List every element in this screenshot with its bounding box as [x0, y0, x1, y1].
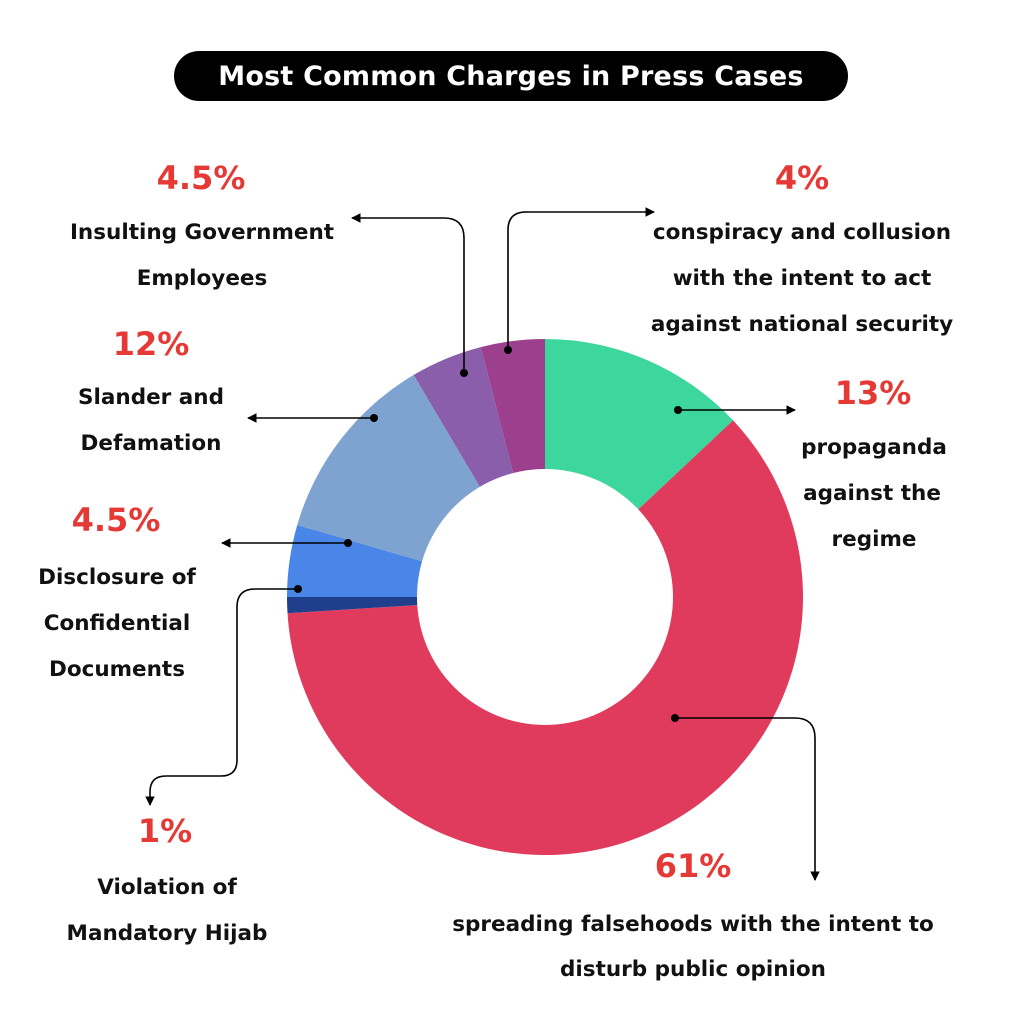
slice-category-label-3-line-1: Confidential	[44, 611, 191, 636]
slice-category-label-1-line-0: spreading falsehoods with the intent to	[452, 912, 934, 937]
slice-category-label-2-line-1: Mandatory Hijab	[67, 921, 268, 946]
slice-category-label-4-line-1: Defamation	[81, 431, 222, 456]
leader-dot-3	[344, 539, 352, 547]
leader-line-1	[675, 717, 820, 881]
leader-dot-0	[674, 406, 682, 414]
slice-value-label-3: 4.5%	[72, 501, 161, 539]
leader-dot-2	[294, 585, 302, 593]
slice-category-label-1-line-1: disturb public opinion	[560, 957, 826, 982]
leader-dot-1	[671, 714, 679, 722]
leader-lines	[145, 207, 820, 881]
slice-category-label-0-line-1: against the	[803, 481, 941, 506]
leader-dot-5	[460, 369, 468, 377]
slice-category-label-5-line-0: Insulting Government	[70, 220, 334, 245]
slice-category-label-0-line-0: propaganda	[801, 435, 947, 460]
slice-value-label-4: 12%	[113, 325, 190, 363]
leader-line-6	[507, 207, 655, 350]
leader-line-5	[351, 213, 465, 373]
slice-category-label-5-line-1: Employees	[137, 266, 268, 291]
slice-value-label-0: 13%	[835, 374, 912, 412]
slice-category-label-6-line-0: conspiracy and collusion	[653, 220, 951, 245]
slice-category-label-6-line-1: with the intent to act	[673, 266, 932, 291]
slice-category-label-6-line-2: against national security	[651, 312, 953, 337]
slice-labels: 13% propaganda against the regime 61% spreadi…	[38, 159, 953, 982]
donut-hole	[417, 469, 673, 725]
slice-category-label-3-line-2: Documents	[49, 657, 185, 682]
slice-value-label-5: 4.5%	[157, 159, 246, 197]
slice-category-label-3-line-0: Disclosure of	[38, 565, 196, 590]
slice-value-label-1: 61%	[655, 847, 732, 885]
chart-title: Most Common Charges in Press Cases	[174, 51, 848, 101]
slice-value-label-2: 1%	[138, 812, 192, 850]
leader-dot-4	[370, 414, 378, 422]
slice-value-label-6: 4%	[775, 159, 829, 197]
leader-dot-6	[504, 346, 512, 354]
slice-category-label-0-line-2: regime	[832, 527, 917, 552]
slice-category-label-4-line-0: Slander and	[78, 385, 224, 410]
slice-category-label-2-line-0: Violation of	[97, 875, 237, 900]
leader-line-2	[145, 588, 298, 806]
chart-title-text: Most Common Charges in Press Cases	[218, 60, 804, 92]
